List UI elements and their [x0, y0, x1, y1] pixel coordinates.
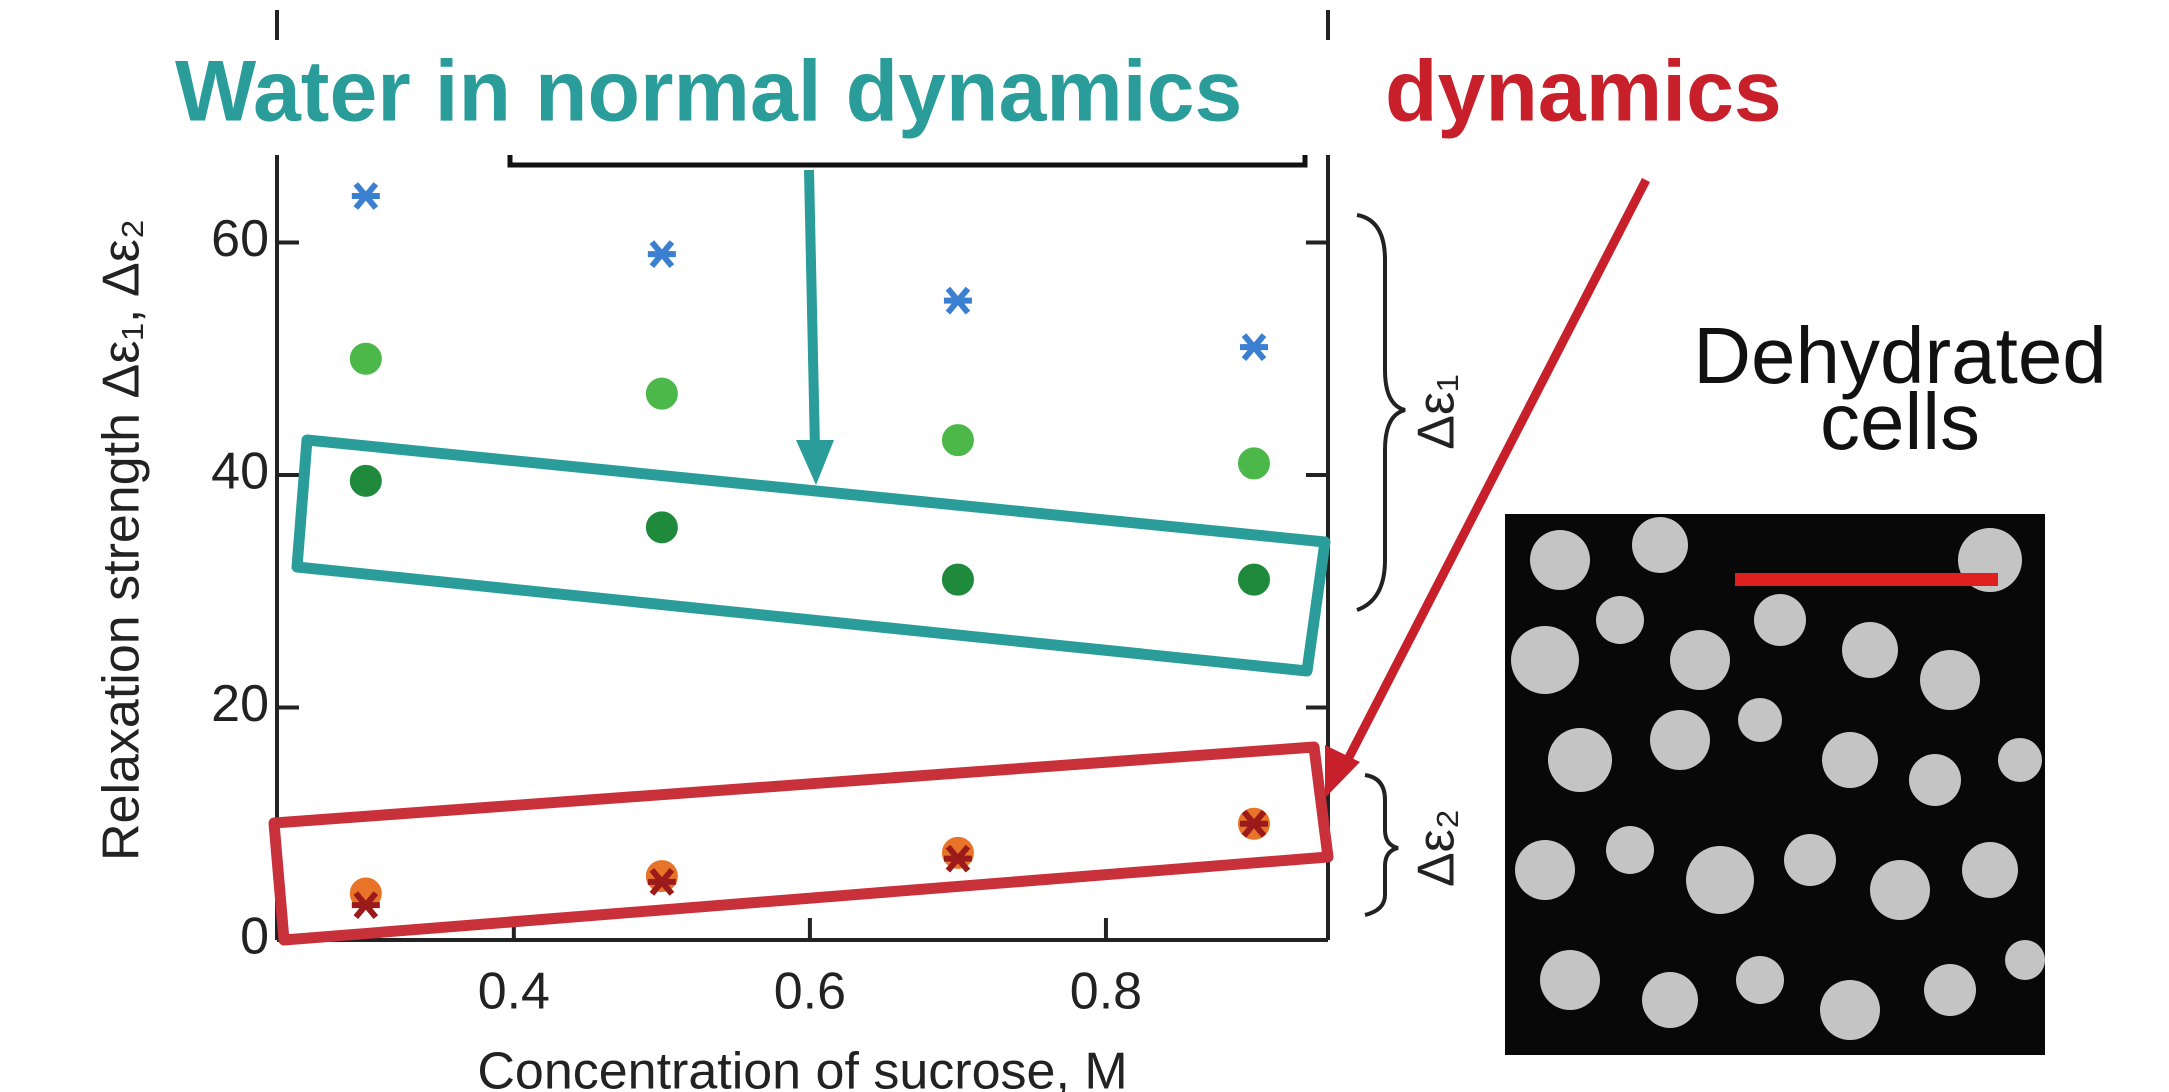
- point: [943, 425, 973, 455]
- point: [351, 466, 381, 496]
- y-tick-label: 0: [240, 908, 269, 966]
- y-axis-label: Relaxation strength Δε₁, Δε₂: [93, 219, 151, 861]
- point: [647, 861, 677, 891]
- point: [943, 565, 973, 595]
- water-annotation: Water in normal dynamics: [175, 44, 1242, 140]
- x-axis-label: Concentration of sucrose, M: [477, 1043, 1127, 1092]
- point: [351, 344, 381, 374]
- water-box: [297, 440, 1325, 671]
- dynamics-box: [274, 747, 1328, 940]
- y-tick-label: 60: [211, 210, 269, 268]
- brace-label-2: Δε₂: [1408, 809, 1466, 887]
- point: [647, 512, 677, 542]
- point: [1240, 335, 1268, 359]
- teal-arrow: [796, 170, 834, 485]
- brace-label-1: Δε₁: [1408, 374, 1466, 449]
- page: {"chart_data": { "type": "scatter", "x_l…: [0, 0, 2169, 1092]
- point: [352, 184, 380, 208]
- point: [1239, 448, 1269, 478]
- x-tick-label: 0.6: [774, 963, 846, 1021]
- cells-photo: [1505, 514, 2045, 1055]
- point: [943, 838, 973, 868]
- dehydrated-annotation: cells: [1820, 377, 1980, 466]
- x-tick-label: 0.4: [478, 963, 550, 1021]
- y-tick-label: 40: [211, 443, 269, 501]
- brace-2: [1365, 775, 1398, 915]
- slide: 0 20 40 60 0.4 0.6 0.8 Concentration of sucrose…: [0, 0, 2169, 1092]
- x-tick-label: 0.8: [1070, 963, 1142, 1021]
- dynamics-annotation: dynamics: [1385, 44, 1782, 140]
- point: [648, 242, 676, 266]
- point: [647, 379, 677, 409]
- brace-1: [1357, 215, 1405, 610]
- point: [1239, 565, 1269, 595]
- y-tick-label: 20: [211, 675, 269, 733]
- point: [944, 289, 972, 313]
